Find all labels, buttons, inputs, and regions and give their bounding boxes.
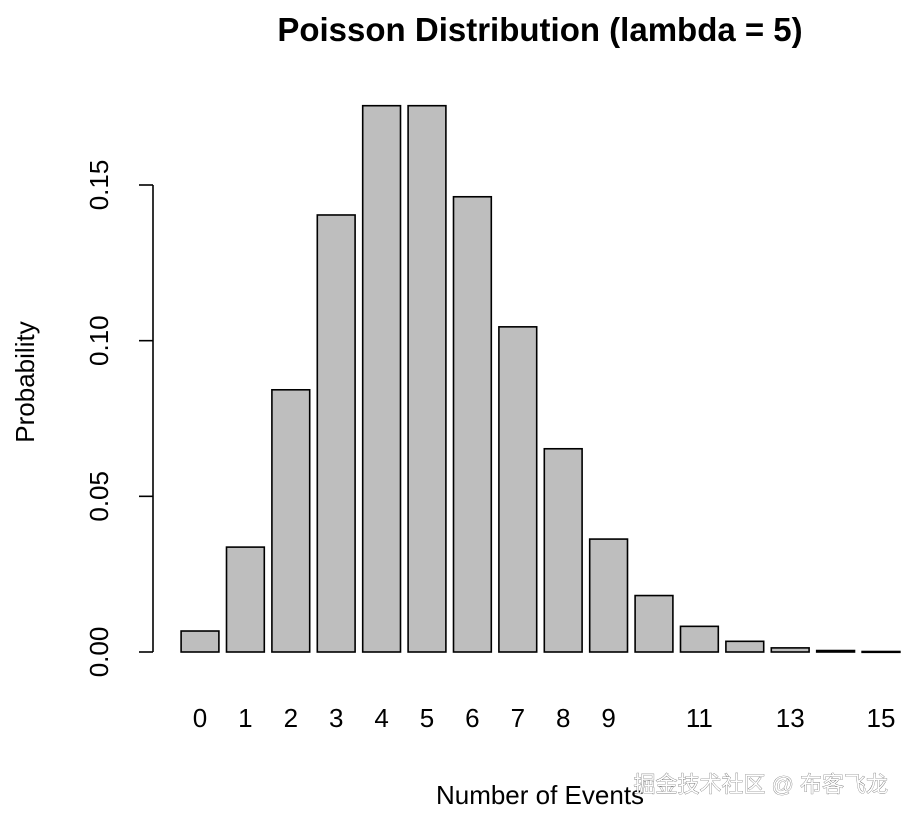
x-tick-label-5: 5 bbox=[420, 703, 434, 733]
bar-14 bbox=[815, 649, 856, 653]
x-tick-label-8: 8 bbox=[556, 703, 570, 733]
bar-15 bbox=[861, 650, 901, 654]
y-tick-label-0.00: 0.00 bbox=[84, 627, 114, 678]
x-tick-label-9: 9 bbox=[601, 703, 615, 733]
bar-6 bbox=[452, 195, 493, 653]
bar-2 bbox=[271, 388, 311, 653]
bars bbox=[180, 104, 901, 654]
x-tick-label-2: 2 bbox=[284, 703, 298, 733]
x-tick-label-7: 7 bbox=[511, 703, 525, 733]
bar-4 bbox=[361, 104, 402, 653]
bar-1 bbox=[225, 546, 266, 653]
x-tick-labels: 0 1 2 3 4 5 6 7 8 9 11 13 15 bbox=[193, 703, 896, 733]
x-tick-label-15: 15 bbox=[867, 703, 896, 733]
bar-12 bbox=[725, 640, 765, 653]
x-tick-label-11: 11 bbox=[686, 703, 713, 733]
x-tick-label-0: 0 bbox=[193, 703, 207, 733]
bar-8 bbox=[543, 447, 583, 653]
bar-0 bbox=[180, 630, 220, 653]
bar-7 bbox=[498, 326, 538, 653]
x-axis-label: Number of Events bbox=[436, 780, 644, 810]
bar-5 bbox=[407, 104, 447, 653]
chart-title: Poisson Distribution (lambda = 5) bbox=[277, 11, 802, 48]
y-tick-label-0.15: 0.15 bbox=[84, 160, 114, 211]
bar-10 bbox=[634, 594, 674, 653]
watermark: 掘金技术社区 @ 布客飞龙 bbox=[633, 772, 888, 797]
x-tick-label-1: 1 bbox=[238, 703, 252, 733]
y-tick-label-0.05: 0.05 bbox=[84, 471, 114, 522]
x-tick-label-4: 4 bbox=[374, 703, 388, 733]
x-tick-label-6: 6 bbox=[465, 703, 479, 733]
bar-9 bbox=[588, 538, 629, 653]
bar-13 bbox=[770, 647, 810, 653]
x-tick-label-13: 13 bbox=[776, 703, 805, 733]
y-tick-label-0.10: 0.10 bbox=[84, 315, 114, 366]
x-tick-label-3: 3 bbox=[329, 703, 343, 733]
bar-3 bbox=[316, 214, 356, 653]
y-axis: 0.00 0.05 0.10 0.15 bbox=[84, 160, 154, 678]
y-axis-label: Probability bbox=[10, 321, 40, 442]
bar-11 bbox=[679, 625, 720, 653]
